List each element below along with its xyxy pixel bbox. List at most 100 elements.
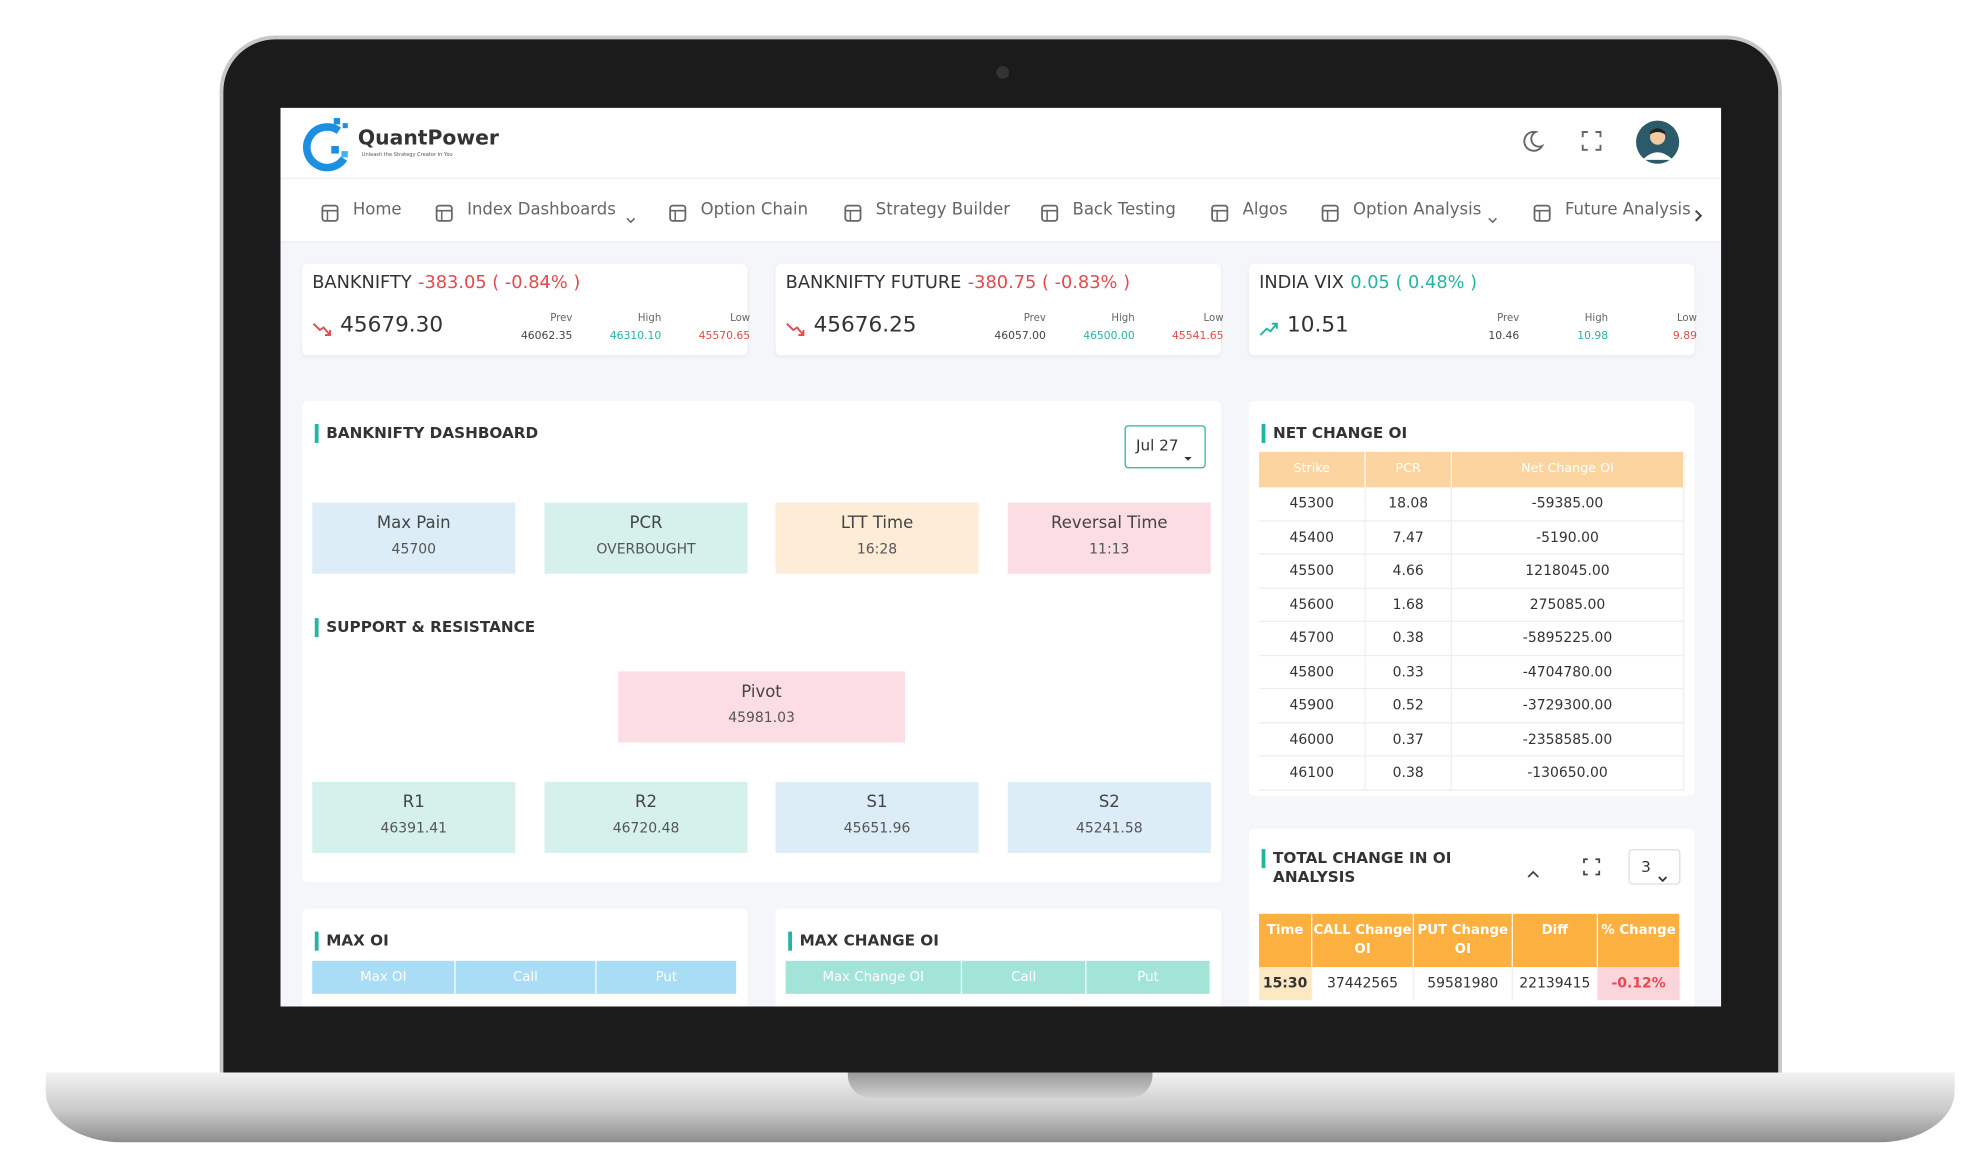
nav-next-glyph [1694,209,1703,222]
dropdown-chevron [1488,207,1498,224]
ticker-name: BANKNIFTY FUTURE [785,272,962,294]
table-cell: 275085.00 [1451,588,1685,622]
dropdown-chevron-glyph [1488,217,1497,224]
nav-item[interactable]: Index Dashboards [467,200,616,220]
table-cell: 45700 [1259,621,1366,656]
nav-next [1693,204,1703,222]
box-value: 45651.96 [843,819,911,837]
box-value: 11:13 [1089,540,1130,558]
section-title: MAX CHANGE OI [799,931,939,950]
stat-value: 46500.00 [1083,329,1135,343]
nav-item[interactable]: Home [352,200,402,220]
nav-icon-glyph [844,204,862,222]
box-label: Reversal Time [1051,514,1168,534]
camera [996,65,1010,79]
stat-value: 46062.35 [520,329,573,343]
table-cell: 45800 [1259,655,1366,690]
trend-arrow [1259,319,1279,336]
table-cell: 0.33 [1365,655,1452,690]
ticker-price: 10.51 [1286,312,1349,338]
table-header: Call [455,960,597,994]
nav-icon [1210,203,1230,223]
count-select[interactable]: 3 [1628,849,1681,885]
stat-value: 9.89 [1672,329,1697,343]
select-chevron-glyph [1658,876,1668,883]
nav-icon [1532,203,1552,223]
table-header: Put [1086,960,1211,994]
ticker-title: INDIA VIX 0.05 ( 0.48% ) [1259,273,1477,293]
ticker-change: -380.75 ( -0.83% ) [967,272,1131,294]
expand-button-glyph [1583,858,1601,876]
avatar[interactable] [1635,119,1681,165]
nav-icon [843,203,863,223]
ticker-card [775,263,1221,356]
stat-box [1007,781,1211,853]
ticker-card [1248,263,1695,356]
tagline: Unleash the Strategy Creator in You [361,151,453,158]
trend-arrow-glyph [786,322,805,337]
table-cell: 18.08 [1365,487,1452,522]
table-cell: 0.37 [1365,722,1452,757]
nav-item[interactable]: Back Testing [1072,200,1176,220]
nav-icon [1320,203,1340,223]
stat-box [312,502,516,574]
stat-value: 46057.00 [994,329,1046,343]
table-header: Max Change OI [785,960,963,994]
ticker-price: 45676.25 [813,312,917,338]
section-title: MAX OI [326,931,389,950]
table-header: Max OI [312,960,456,994]
table-cell: -4704780.00 [1451,655,1685,690]
table-cell: 0.38 [1365,621,1452,656]
collapse-button[interactable] [1527,861,1540,878]
stat-label: Prev [1023,312,1046,324]
nav-item[interactable]: Future Analysis [1564,200,1691,220]
expiry-select[interactable]: Jul 27 [1124,425,1206,469]
table-cell: 0.52 [1365,689,1452,723]
nav-icon [1039,203,1059,223]
stat-label: Low [730,312,751,324]
table-header: Diff [1512,913,1598,968]
stat-label: Prev [550,312,573,324]
nav-icon [434,203,454,223]
ticker-name: BANKNIFTY [312,272,412,294]
top-bar [280,107,1722,243]
section-title: TOTAL CHANGE IN OI ANALYSIS [1273,849,1452,886]
nav-item[interactable]: Option Chain [700,200,809,220]
table-cell: 1218045.00 [1451,554,1685,589]
stat-box [544,781,748,853]
theme-toggle[interactable] [1522,129,1545,152]
logo-icon [303,118,348,172]
box-value: 46720.48 [612,819,680,837]
screen: QuantPower Unleash the Strategy Creator … [280,107,1722,1007]
stat-label: High [1584,312,1609,324]
trend-arrow-glyph [1259,322,1278,336]
brand[interactable]: QuantPower [357,125,499,150]
stat-label: Prev [1497,312,1520,324]
table-header: % Change [1597,913,1681,968]
fullscreen-button[interactable] [1581,131,1602,151]
table-cell: 4.66 [1365,554,1452,589]
section-title: BANKNIFTY DASHBOARD [326,423,539,442]
box-value: 45700 [391,540,436,558]
expand-button[interactable] [1583,857,1601,876]
nav-item[interactable]: Option Analysis [1352,200,1482,220]
nav-icon-glyph [1041,204,1059,222]
table-header: Time [1259,913,1313,968]
collapse-button-glyph [1527,870,1539,878]
section-title: NET CHANGE OI [1273,423,1408,442]
nav-item[interactable]: Strategy Builder [875,200,1011,220]
table-header: PCR [1365,451,1452,488]
title-accent [314,618,319,638]
dropdown-chevron-glyph [626,217,636,224]
box-value: 16:28 [856,540,898,558]
ticker-title: BANKNIFTY FUTURE -380.75 ( -0.83% ) [786,273,1130,293]
nav-item[interactable]: Algos [1242,200,1288,220]
table-cell: 46100 [1259,756,1366,791]
stat-box [544,502,748,574]
table-header: Strike [1259,451,1366,488]
stat-value: 10.46 [1488,329,1520,343]
table-cell: -130650.00 [1451,756,1685,791]
table-header: CALL Change OI [1312,913,1414,968]
box-label: S2 [1098,793,1120,813]
table-cell: -5190.00 [1451,521,1685,555]
